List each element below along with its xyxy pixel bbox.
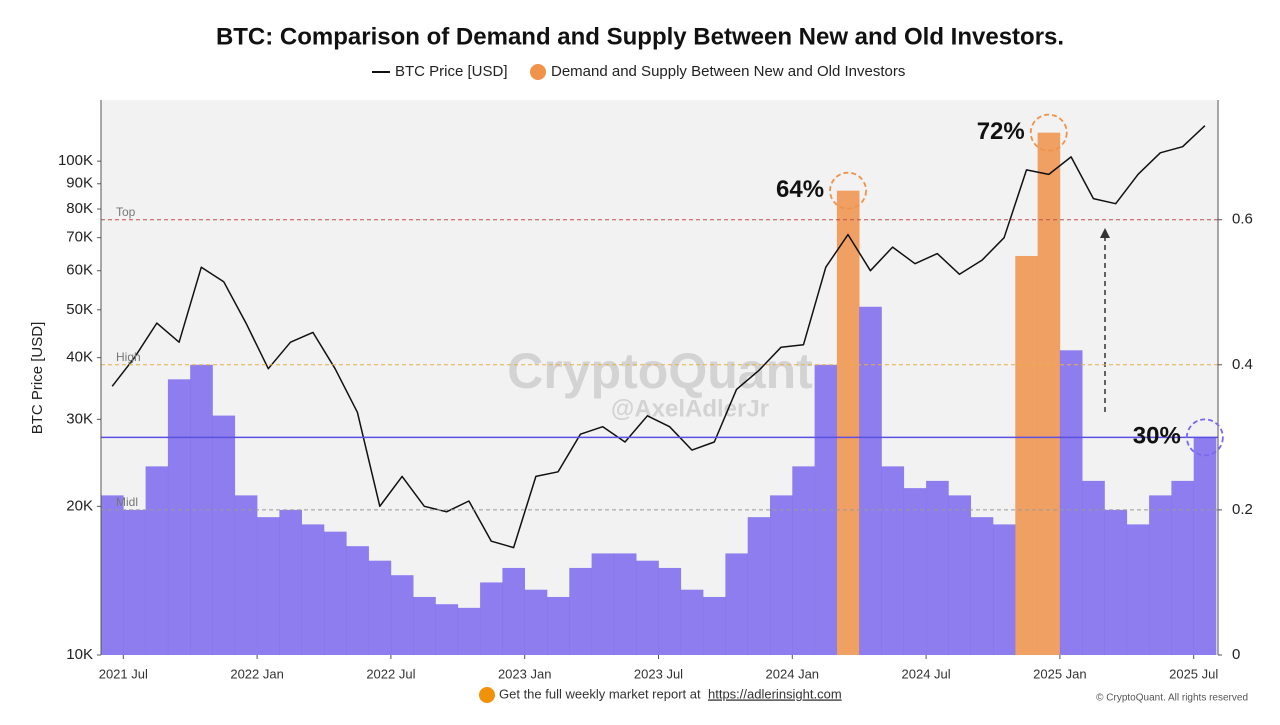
x-tick-label: 2025 Jan <box>1033 666 1087 681</box>
bar <box>346 546 369 655</box>
bar <box>770 495 793 655</box>
bar <box>970 517 994 655</box>
bar <box>234 495 258 655</box>
annotation-circle <box>1185 418 1224 457</box>
bar <box>457 607 481 655</box>
x-tick-label: 2023 Jan <box>498 666 552 681</box>
bar <box>167 379 191 655</box>
y-tick-label: 10K <box>66 646 93 663</box>
y-tick-label: 50K <box>66 301 93 318</box>
annotation-circle <box>1029 113 1068 152</box>
bar <box>1037 132 1061 655</box>
footer-text: Get the full weekly market report at <box>499 686 701 701</box>
x-tick-label: 2025 Jul <box>1169 666 1218 681</box>
y2-tick-label: 0.2 <box>1232 501 1253 518</box>
reference-label: Top <box>116 205 136 219</box>
bar <box>1149 495 1172 655</box>
bar <box>1059 350 1083 655</box>
legend-label: Demand and Supply Between New and Old In… <box>551 63 905 80</box>
bar <box>547 596 570 655</box>
annotation-label: 64% <box>776 176 824 203</box>
bar <box>101 495 124 655</box>
bar <box>792 466 815 655</box>
y2-tick-label: 0.4 <box>1232 356 1253 373</box>
bar <box>636 560 659 655</box>
bar <box>747 517 771 655</box>
bar <box>1193 437 1217 655</box>
y-tick-label: 30K <box>66 410 93 427</box>
bar <box>502 567 525 655</box>
footer-link[interactable]: https://adlerinsight.com <box>708 686 842 701</box>
x-tick-label: 2021 Jul <box>99 666 148 681</box>
x-tick-label: 2024 Jan <box>766 666 820 681</box>
watermark: CryptoQuant <box>507 343 813 399</box>
y2-tick-label: 0.6 <box>1232 211 1253 228</box>
footer-icon <box>479 687 495 703</box>
bar <box>301 524 325 655</box>
y2-tick-label: 0 <box>1232 646 1240 663</box>
bar <box>569 567 592 655</box>
bar <box>881 466 905 655</box>
bar <box>613 553 637 655</box>
legend: BTC Price [USD] Demand and Supply Betwee… <box>372 63 905 80</box>
bar <box>279 509 302 655</box>
legend-label: BTC Price [USD] <box>395 63 508 80</box>
legend-dot-swatch <box>530 64 546 80</box>
reference-label: Midl <box>116 495 138 509</box>
x-tick-label: 2024 Jul <box>902 666 951 681</box>
chart-title: BTC: Comparison of Demand and Supply Bet… <box>216 23 1064 50</box>
bar <box>591 553 615 655</box>
bar <box>1104 509 1128 655</box>
watermark: @AxelAdlerJr <box>611 395 769 422</box>
bar <box>390 575 414 655</box>
bar <box>480 582 503 655</box>
y-tick-label: 60K <box>66 262 93 279</box>
bar <box>993 524 1016 655</box>
bar <box>324 531 347 655</box>
bar <box>680 589 704 655</box>
y-tick-label: 20K <box>66 497 93 514</box>
bar <box>926 480 949 655</box>
annotation-circle <box>829 171 867 210</box>
annotation-label: 30% <box>1133 423 1181 450</box>
x-tick-label: 2022 Jul <box>366 666 415 681</box>
y-tick-label: 100K <box>58 152 93 169</box>
bar <box>703 596 726 655</box>
bar <box>212 415 236 655</box>
bar <box>836 190 860 655</box>
bar <box>123 509 146 655</box>
y-tick-label: 90K <box>66 175 93 192</box>
x-tick-label: 2023 Jul <box>634 666 683 681</box>
bar <box>1126 524 1150 655</box>
y-tick-label: 40K <box>66 349 93 366</box>
bar <box>435 604 459 655</box>
arrow-head <box>1100 228 1110 238</box>
bar <box>368 560 392 655</box>
x-tick-label: 2022 Jan <box>230 666 284 681</box>
bar <box>1171 480 1194 655</box>
bar <box>1015 255 1038 655</box>
bar <box>257 517 280 655</box>
reference-label: High <box>116 350 141 364</box>
bar <box>1082 480 1105 655</box>
bar <box>859 306 882 655</box>
bar <box>903 488 927 655</box>
bar <box>658 567 682 655</box>
bar <box>725 553 748 655</box>
bar <box>413 596 436 655</box>
y-tick-label: 70K <box>66 229 93 246</box>
y-tick-label: 80K <box>66 200 93 217</box>
bar <box>948 495 971 655</box>
bar <box>524 589 548 655</box>
bar <box>145 466 169 655</box>
y-axis-label: BTC Price [USD] <box>29 322 46 435</box>
copyright: © CryptoQuant. All rights reserved <box>1096 693 1248 704</box>
price-line <box>111 125 1206 549</box>
annotation-label: 72% <box>977 118 1025 145</box>
